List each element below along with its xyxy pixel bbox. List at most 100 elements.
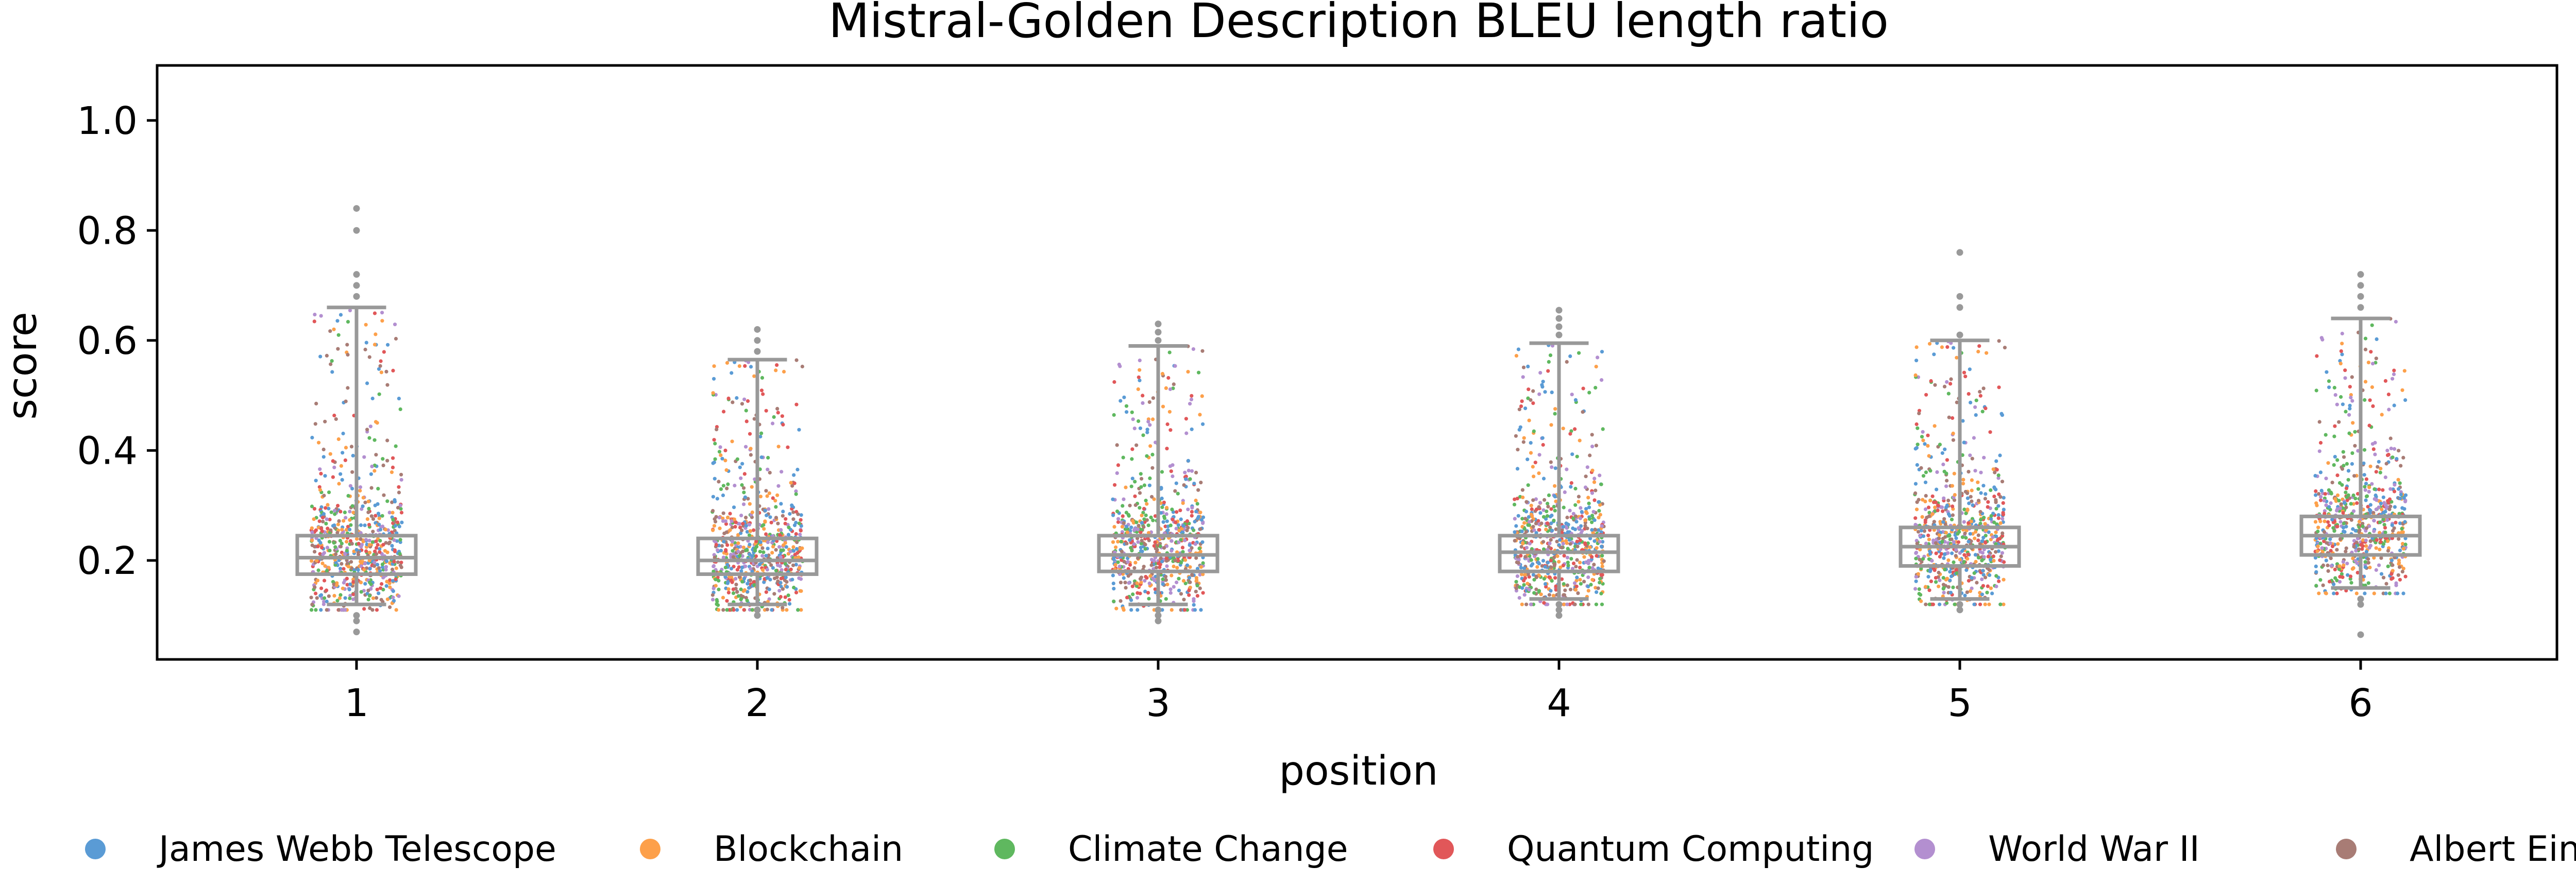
strip-point xyxy=(346,565,350,569)
strip-point xyxy=(2403,536,2408,540)
strip-point xyxy=(721,484,725,488)
strip-point xyxy=(1192,528,1196,532)
strip-point xyxy=(2339,395,2343,399)
strip-point xyxy=(2318,541,2323,546)
strip-point xyxy=(2396,478,2400,482)
strip-point xyxy=(399,472,403,477)
strip-point xyxy=(2379,467,2383,471)
strip-point xyxy=(1534,587,1538,591)
strip-point xyxy=(341,451,345,455)
strip-point xyxy=(2393,483,2397,487)
strip-point xyxy=(1602,559,1606,563)
strip-point xyxy=(2335,524,2340,529)
strip-point xyxy=(1586,558,1591,563)
strip-point xyxy=(2335,548,2339,552)
strip-point xyxy=(1924,494,1928,498)
strip-point xyxy=(2342,455,2346,459)
strip-point xyxy=(1112,587,1116,591)
strip-point xyxy=(1927,537,1931,541)
strip-point xyxy=(1927,342,1932,346)
strip-point xyxy=(1185,529,1189,533)
strip-point xyxy=(1133,494,1137,498)
strip-point xyxy=(1181,579,1186,583)
strip-point xyxy=(1948,570,1952,574)
strip-point xyxy=(1976,349,1980,354)
strip-point xyxy=(1200,540,1205,544)
strip-point xyxy=(749,365,753,369)
strip-point xyxy=(1578,561,1582,565)
strip-point xyxy=(375,546,379,550)
strip-point xyxy=(309,596,313,600)
strip-point xyxy=(1951,431,1955,436)
strip-point xyxy=(1970,456,1974,461)
strip-point xyxy=(721,608,725,612)
strip-point xyxy=(2321,583,2325,587)
strip-point xyxy=(2397,487,2401,491)
strip-point xyxy=(1992,558,1996,563)
strip-point xyxy=(375,421,379,425)
strip-point xyxy=(319,608,323,612)
strip-point xyxy=(1549,460,1553,464)
strip-point xyxy=(1143,579,1147,583)
strip-point xyxy=(2341,525,2346,530)
strip-point xyxy=(1537,505,1541,509)
strip-point xyxy=(794,358,799,362)
strip-point xyxy=(1122,497,1126,501)
strip-point xyxy=(394,336,398,341)
strip-point xyxy=(1115,471,1119,476)
strip-point xyxy=(745,530,750,534)
strip-point xyxy=(2394,520,2398,525)
strip-point xyxy=(1181,501,1185,505)
strip-point xyxy=(1996,513,2001,517)
outlier-point xyxy=(1555,606,1563,614)
strip-point xyxy=(1184,477,1188,481)
strip-point xyxy=(2336,542,2340,546)
strip-point xyxy=(1930,494,1935,498)
strip-point xyxy=(2324,477,2328,481)
strip-point xyxy=(2385,518,2389,522)
strip-point xyxy=(359,581,363,585)
strip-point xyxy=(2366,361,2370,365)
strip-point xyxy=(732,608,736,612)
strip-point xyxy=(795,467,800,472)
strip-point xyxy=(1549,558,1553,563)
strip-point xyxy=(1962,440,1966,445)
legend-item: Albert Einstein xyxy=(2336,829,2576,870)
strip-point xyxy=(1121,455,1125,460)
strip-point xyxy=(2392,447,2397,451)
strip-point xyxy=(1913,516,1918,520)
strip-point xyxy=(1961,482,1965,486)
strip-point xyxy=(1945,503,1949,507)
strip-point xyxy=(2318,498,2323,502)
strip-point xyxy=(1937,584,1941,588)
strip-point xyxy=(1527,588,1531,592)
strip-point xyxy=(359,523,363,528)
box-layer xyxy=(295,205,2422,638)
strip-point xyxy=(1590,520,1594,524)
strip-point xyxy=(730,439,734,444)
strip-point xyxy=(2363,591,2367,596)
strip-point xyxy=(1188,549,1192,553)
strip-point xyxy=(1527,520,1531,524)
strip-point xyxy=(2402,369,2406,373)
strip-point xyxy=(2391,563,2395,567)
strip-point xyxy=(325,588,329,592)
strip-point xyxy=(397,524,401,529)
strip-point xyxy=(1938,555,1942,559)
strip-point xyxy=(322,551,327,555)
y-axis-label: score xyxy=(0,312,46,420)
strip-point xyxy=(1985,590,1989,595)
strip-point xyxy=(1971,503,1975,507)
strip-point xyxy=(1914,359,1919,363)
strip-point xyxy=(1521,375,1525,379)
strip-point xyxy=(774,368,778,372)
strip-point xyxy=(2317,449,2321,453)
strip-point xyxy=(1998,453,2002,457)
strip-point xyxy=(1977,344,1981,348)
strip-point xyxy=(363,582,367,586)
strip-point xyxy=(348,518,352,522)
strip-point xyxy=(1136,540,1140,544)
strip-point xyxy=(1592,477,1597,481)
strip-point xyxy=(2347,431,2351,435)
strip-point xyxy=(2386,539,2390,544)
